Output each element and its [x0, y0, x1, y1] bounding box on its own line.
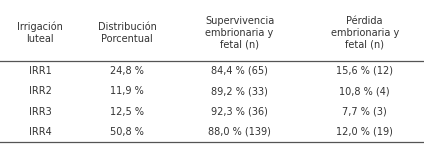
Text: 15,6 % (12): 15,6 % (12): [336, 66, 393, 76]
Text: 7,7 % (3): 7,7 % (3): [342, 107, 387, 117]
Text: 84,4 % (65): 84,4 % (65): [211, 66, 268, 76]
Text: IRR2: IRR2: [29, 86, 52, 96]
Text: 11,9 %: 11,9 %: [110, 86, 144, 96]
Text: 92,3 % (36): 92,3 % (36): [211, 107, 268, 117]
Text: Irrigación
luteal: Irrigación luteal: [17, 21, 63, 44]
Text: 24,8 %: 24,8 %: [110, 66, 144, 76]
Text: 50,8 %: 50,8 %: [110, 127, 144, 137]
Text: 12,5 %: 12,5 %: [110, 107, 144, 117]
Text: IRR4: IRR4: [29, 127, 52, 137]
Text: IRR3: IRR3: [29, 107, 52, 117]
Text: 10,8 % (4): 10,8 % (4): [339, 86, 390, 96]
Text: Supervivencia
embrionaria y
fetal (n): Supervivencia embrionaria y fetal (n): [205, 16, 274, 50]
Text: Distribución
Porcentual: Distribución Porcentual: [98, 22, 156, 44]
Text: 88,0 % (139): 88,0 % (139): [208, 127, 271, 137]
Text: Pérdida
embrionaria y
fetal (n): Pérdida embrionaria y fetal (n): [331, 16, 399, 50]
Text: 89,2 % (33): 89,2 % (33): [211, 86, 268, 96]
Text: IRR1: IRR1: [29, 66, 52, 76]
Text: 12,0 % (19): 12,0 % (19): [336, 127, 393, 137]
